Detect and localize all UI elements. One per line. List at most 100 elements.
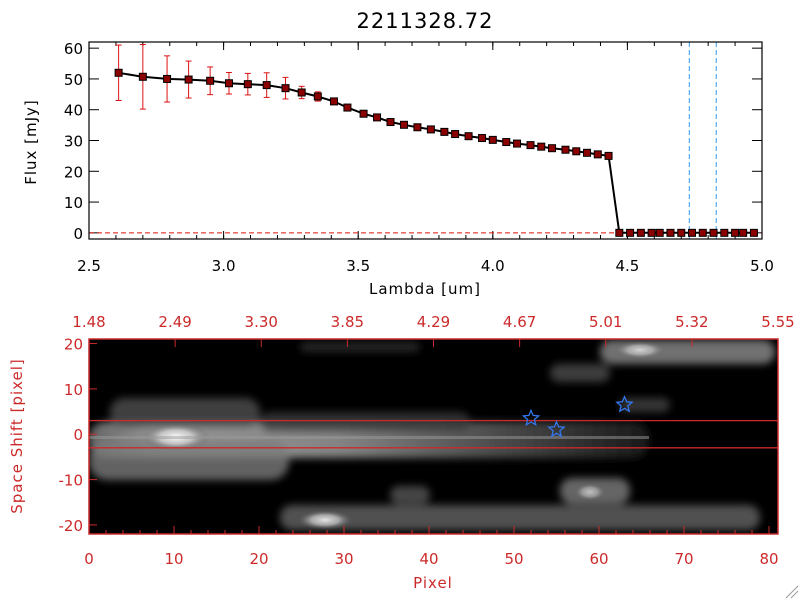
star-marker (521, 408, 541, 427)
data-point (138, 72, 147, 81)
data-point (636, 228, 645, 237)
wavelength-tick-label: 5.01 (589, 313, 622, 331)
star-marker (615, 395, 634, 413)
wavelength-tick-label: 4.67 (503, 313, 536, 331)
top-y-tick-label: 30 (64, 133, 83, 151)
top-y-axis-label: Flux [mJy] (22, 99, 40, 185)
data-point (720, 228, 729, 237)
data-point (413, 123, 422, 132)
data-point (440, 127, 449, 136)
source-markers (521, 395, 634, 438)
bottom-x-tick-label: 10 (164, 550, 183, 568)
data-point (224, 79, 233, 88)
bottom-x-tick-label: 70 (674, 550, 693, 568)
data-point (526, 141, 535, 150)
bottom-x-tick-label: 30 (334, 550, 353, 568)
data-point (513, 139, 522, 148)
top-x-tick-label: 4.0 (481, 257, 505, 275)
top-y-tick-label: 10 (64, 194, 83, 212)
data-point (343, 103, 352, 112)
data-point (749, 228, 758, 237)
wavelength-tick-label: 3.85 (331, 313, 364, 331)
data-point (739, 228, 748, 237)
bottom-y-tick-label: -10 (59, 472, 84, 490)
top-y-tick-label: 50 (64, 71, 83, 89)
data-point (626, 228, 635, 237)
data-point (537, 142, 546, 151)
data-point (615, 228, 624, 237)
top-y-tick-label: 40 (64, 102, 83, 120)
wavelength-tick-label: 2.49 (158, 313, 191, 331)
bottom-x-tick-label: 60 (589, 550, 608, 568)
data-point (604, 151, 613, 160)
top-y-tick-label: 20 (64, 163, 83, 181)
top-y-tick-label: 60 (64, 40, 83, 58)
data-point (561, 145, 570, 154)
chart-title: 2211328.72 (357, 9, 494, 33)
data-point (647, 228, 656, 237)
star-marker (547, 419, 566, 438)
data-point (297, 88, 306, 97)
data-point (262, 81, 271, 90)
top-x-tick-label: 3.5 (346, 257, 370, 275)
top-plot-frame (88, 41, 763, 240)
wavelength-tick-label: 1.48 (72, 313, 105, 331)
data-point (114, 68, 123, 77)
top-x-tick-label: 3.0 (212, 257, 236, 275)
bottom-x-tick-label: 20 (249, 550, 268, 568)
flux-line (118, 71, 754, 234)
data-point (688, 228, 697, 237)
data-point (206, 76, 215, 85)
wavelength-tick-label: 4.29 (417, 313, 450, 331)
data-point (373, 113, 382, 122)
data-point (451, 130, 460, 139)
flux-series (114, 43, 758, 237)
spectral-image (89, 339, 778, 534)
data-point (583, 148, 592, 157)
bottom-x-tick-label: 0 (84, 550, 94, 568)
data-point (243, 80, 252, 89)
data-point (329, 97, 338, 106)
bottom-x-tick-label: 40 (419, 550, 438, 568)
bottom-x-tick-label: 80 (759, 550, 778, 568)
data-point (698, 228, 707, 237)
data-point (426, 125, 435, 134)
resize-grip[interactable] (785, 585, 799, 599)
data-point (359, 109, 368, 118)
data-point (593, 150, 602, 159)
top-x-tick-label: 5.0 (750, 257, 774, 275)
slit-lines (89, 419, 778, 449)
data-point (502, 138, 511, 147)
top-x-tick-label: 4.5 (615, 257, 639, 275)
bottom-y-tick-label: -20 (59, 517, 84, 535)
top-y-tick-label: 0 (73, 225, 83, 243)
data-point (281, 84, 290, 93)
top-x-axis-label: Lambda [um] (369, 280, 481, 298)
data-point (572, 147, 581, 156)
data-point (731, 228, 740, 237)
data-point (386, 118, 395, 127)
wavelength-tick-label: 5.32 (675, 313, 708, 331)
data-point (548, 144, 557, 153)
data-point (399, 120, 408, 129)
data-point (163, 74, 172, 83)
data-point (677, 228, 686, 237)
data-point (313, 92, 322, 101)
data-point (655, 228, 664, 237)
data-point (464, 132, 473, 141)
bottom-y-tick-label: 20 (64, 336, 83, 354)
data-point (709, 228, 718, 237)
bottom-y-axis-label: Space Shift [pixel] (8, 358, 26, 514)
top-x-tick-label: 2.5 (77, 257, 101, 275)
top-guide-lines (89, 42, 762, 239)
bottom-y-tick-label: 10 (64, 381, 83, 399)
data-point (488, 135, 497, 144)
bottom-x-tick-label: 50 (504, 550, 523, 568)
bottom-x-axis-label: Pixel (413, 574, 453, 592)
data-point (184, 75, 193, 84)
wavelength-tick-label: 5.55 (761, 313, 794, 331)
data-point (478, 134, 487, 143)
bottom-y-tick-label: 0 (73, 426, 83, 444)
wavelength-tick-label: 3.30 (245, 313, 278, 331)
